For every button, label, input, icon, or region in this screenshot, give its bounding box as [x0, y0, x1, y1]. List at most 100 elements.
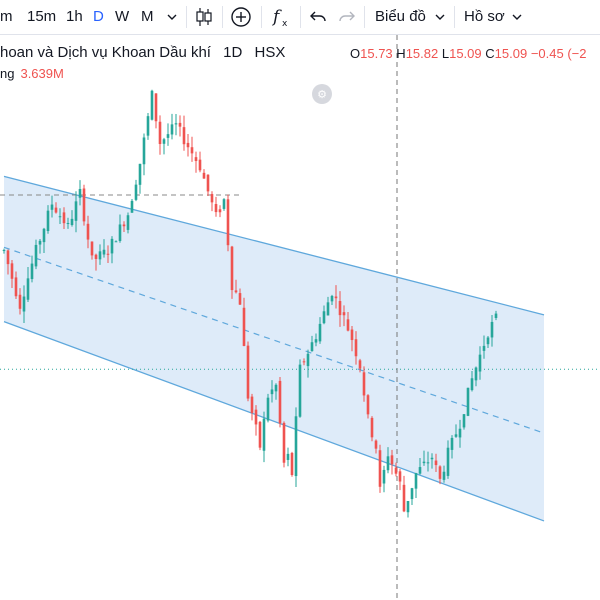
candle-body: [386, 456, 390, 471]
change-value: −0.45 (−2: [530, 46, 587, 61]
candle-body: [190, 147, 194, 154]
candle-body: [194, 157, 198, 162]
candle-body: [482, 345, 486, 351]
channel-middle-line[interactable]: [3, 246, 545, 434]
close-label: C: [485, 46, 495, 61]
candles: [2, 89, 498, 518]
candle-body: [490, 321, 494, 338]
candle-body: [218, 209, 222, 213]
candle-body: [82, 188, 86, 222]
interval-m-month[interactable]: M: [141, 8, 154, 25]
symbol-legend: hoan và Dịch vụ Khoan Dầu khí 1D HSX ⚙ O…: [0, 40, 600, 104]
candle-body: [18, 294, 22, 309]
candle-body: [42, 228, 46, 243]
candle-body: [222, 199, 226, 209]
candle-body: [166, 134, 170, 138]
candle-body: [458, 428, 462, 438]
volume-label: ng: [0, 66, 15, 81]
candle-body: [382, 469, 386, 484]
candle-body: [38, 240, 42, 245]
candle-body: [250, 396, 254, 413]
high-value: 15.82: [405, 46, 439, 61]
interval-d[interactable]: D: [93, 8, 104, 25]
profile-menu-button[interactable]: Hồ sơ: [464, 8, 505, 25]
candle-body: [110, 238, 114, 254]
candle-body: [418, 467, 422, 474]
candle-body: [470, 378, 474, 391]
chevron-down-icon[interactable]: [510, 0, 524, 34]
candle-body: [130, 200, 134, 213]
candle-body: [118, 224, 122, 241]
candle-body: [138, 163, 142, 185]
settings-icon[interactable]: ⚙: [312, 84, 332, 104]
candle-body: [406, 500, 410, 513]
price-chart[interactable]: [0, 35, 600, 600]
candle-body: [338, 301, 342, 316]
toolbar-divider: [186, 6, 187, 28]
candle-body: [350, 329, 354, 341]
candle-body: [262, 418, 266, 451]
symbol-title[interactable]: hoan và Dịch vụ Khoan Dầu khí 1D HSX: [0, 44, 285, 61]
candle-body: [346, 319, 350, 331]
candle-body: [114, 241, 118, 243]
candle-body: [442, 471, 446, 480]
toolbar-divider: [261, 6, 262, 28]
candle-body: [290, 452, 294, 476]
candle-body: [242, 307, 246, 346]
candle-body: [478, 354, 482, 372]
candle-body: [2, 249, 6, 251]
toolbar-divider: [364, 6, 365, 28]
candle-body: [214, 204, 218, 213]
candle-body: [310, 342, 314, 352]
chevron-down-icon[interactable]: [163, 0, 181, 34]
candle-body: [210, 194, 214, 203]
candle-body: [86, 223, 90, 240]
candle-body: [294, 416, 298, 477]
candle-body: [438, 466, 442, 479]
open-label: O: [350, 46, 361, 61]
candle-body: [98, 251, 102, 260]
candle-body: [106, 253, 110, 255]
candle-body: [278, 380, 282, 424]
candle-body: [362, 372, 366, 396]
redo-icon[interactable]: [335, 0, 359, 34]
candle-body: [142, 137, 146, 165]
undo-icon[interactable]: [306, 0, 330, 34]
candle-body: [298, 364, 302, 417]
interval-m[interactable]: m: [0, 8, 13, 25]
candle-body: [74, 201, 78, 221]
candle-body: [66, 223, 70, 225]
candle-body: [146, 116, 150, 136]
candle-body: [94, 254, 98, 259]
candle-body: [246, 345, 250, 399]
candle-body: [390, 455, 394, 465]
candle-body: [446, 447, 450, 476]
chart-menu-button[interactable]: Biểu đồ: [375, 8, 426, 25]
candlestick-icon[interactable]: [192, 0, 216, 34]
candle-body: [394, 467, 398, 474]
candle-body: [374, 440, 378, 449]
channel-upper-line[interactable]: [3, 175, 545, 316]
channel-lower-line[interactable]: [3, 321, 545, 522]
candle-body: [282, 422, 286, 463]
chevron-down-icon[interactable]: [433, 0, 447, 34]
candle-body: [62, 212, 66, 224]
candle-body: [34, 244, 38, 267]
candle-body: [226, 199, 230, 246]
interval-w[interactable]: W: [115, 8, 130, 25]
candle-body: [354, 339, 358, 357]
close-value: 15.09: [494, 46, 528, 61]
high-label: H: [396, 46, 406, 61]
candle-body: [150, 90, 154, 120]
candle-body: [174, 123, 178, 125]
candle-body: [486, 337, 490, 345]
candle-body: [78, 188, 82, 198]
candle-body: [238, 293, 242, 305]
add-indicator-icon[interactable]: [228, 0, 254, 34]
interval-15m[interactable]: 15m: [27, 8, 57, 25]
candle-body: [10, 263, 14, 279]
open-value: 15.73: [360, 46, 393, 61]
interval-1h[interactable]: 1h: [66, 8, 83, 25]
